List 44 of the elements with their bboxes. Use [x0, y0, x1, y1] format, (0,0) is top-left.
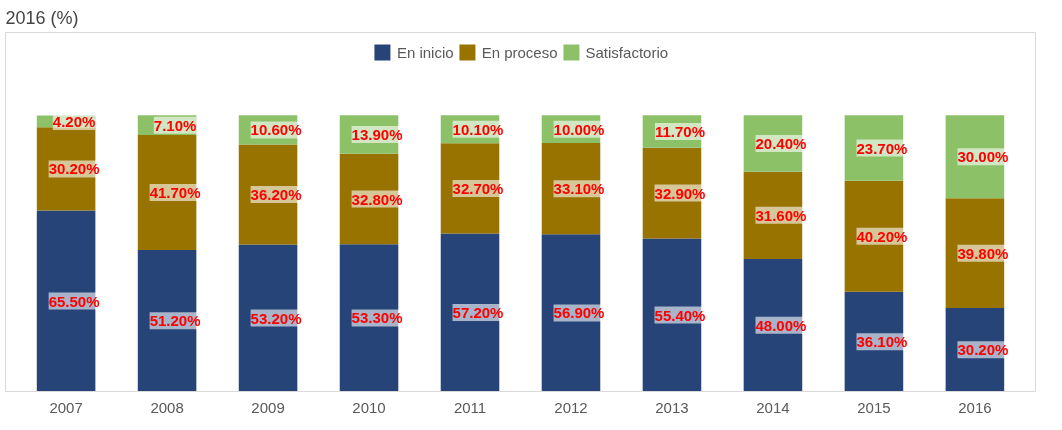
data-label: 57.20%	[452, 304, 504, 322]
data-label: 32.80%	[351, 190, 403, 208]
legend-label: Satisfactorio	[585, 43, 669, 61]
x-tick-label: 2010	[352, 398, 386, 416]
data-label: 4.20%	[52, 112, 96, 130]
data-label: 13.90%	[351, 126, 403, 144]
chart-title: 2016 (%)	[5, 7, 79, 28]
data-label: 20.40%	[755, 135, 807, 153]
data-label: 7.10%	[153, 116, 197, 134]
data-label: 36.10%	[856, 333, 908, 351]
x-tick-label: 2013	[655, 398, 689, 416]
data-label: 33.10%	[553, 180, 605, 198]
legend-label: En proceso	[481, 43, 558, 61]
x-tick-label: 2014	[756, 398, 790, 416]
data-label: 32.70%	[452, 179, 504, 197]
data-label: 55.40%	[654, 306, 706, 324]
data-label: 31.60%	[755, 206, 807, 224]
data-label: 40.20%	[856, 227, 908, 245]
data-label: 32.90%	[654, 184, 706, 202]
data-label: 23.70%	[856, 139, 908, 157]
data-label: 51.20%	[149, 312, 201, 330]
data-label: 53.20%	[250, 309, 302, 327]
x-tick-label: 2007	[49, 398, 83, 416]
data-label: 39.80%	[957, 244, 1009, 262]
data-label: 10.00%	[553, 120, 605, 138]
x-tick-label: 2009	[251, 398, 285, 416]
data-label: 10.60%	[250, 121, 302, 139]
data-label: 56.90%	[553, 304, 605, 322]
x-tick-label: 2015	[857, 398, 891, 416]
data-label: 11.70%	[654, 123, 705, 140]
x-tick-label: 2011	[453, 398, 487, 416]
data-label: 36.20%	[250, 186, 302, 204]
data-label: 30.20%	[48, 160, 100, 178]
data-label: 53.30%	[351, 309, 403, 327]
data-label: 10.10%	[452, 120, 504, 138]
data-label: 30.20%	[957, 341, 1009, 359]
data-label: 65.50%	[48, 292, 100, 310]
data-label: 30.00%	[957, 148, 1009, 166]
data-label: 48.00%	[755, 316, 807, 334]
x-tick-label: 2008	[150, 398, 184, 416]
legend-label: En inicio	[396, 43, 454, 61]
x-tick-label: 2016	[958, 398, 992, 416]
data-label: 41.70%	[149, 184, 201, 202]
x-tick-label: 2012	[554, 398, 588, 416]
